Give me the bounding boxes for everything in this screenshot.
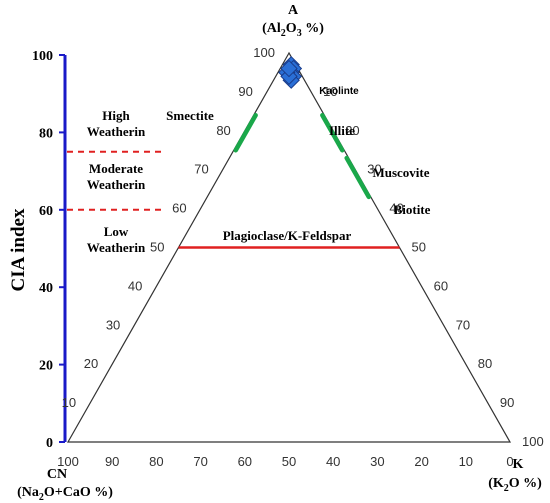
mineral-markers: Plagioclase/K-Feldspar Smectite Illite Musc…	[166, 86, 431, 249]
illite-segment	[320, 112, 345, 153]
bottom-tick-label: 90	[105, 454, 119, 469]
weathering-zone-label: Low Weatherin	[87, 224, 146, 255]
bottom-edge-ticks: 100 90 80 70 60 50 40 30 20 10 0	[57, 454, 513, 469]
weathering-zones: High Weatherin Moderate Weatherin Low Weather…	[67, 108, 162, 255]
right-tick-label: 60	[434, 278, 448, 293]
bottom-tick-label: 20	[414, 454, 428, 469]
sample-points	[278, 55, 303, 89]
bottom-tick-label: 50	[282, 454, 296, 469]
right-tick-label: 80	[478, 356, 492, 371]
apex-a-sublabel: (Al2O3 %)	[262, 21, 324, 39]
bottom-tick-label: 10	[459, 454, 473, 469]
right-edge-ticks: 10 20 30 40 50 60 70 80 90 100	[323, 84, 544, 449]
right-tick-label: 30	[367, 162, 381, 177]
weathering-zone-label: Moderate Weatherin	[87, 161, 146, 192]
cia-tick-label: 60	[39, 204, 53, 219]
left-tick-label: 30	[106, 317, 120, 332]
bottom-tick-label: 70	[193, 454, 207, 469]
apex-k-label: K	[513, 457, 524, 472]
left-tick-label: 70	[194, 162, 208, 177]
left-tick-label: 50	[150, 240, 164, 255]
right-tick-label: 20	[345, 123, 359, 138]
bottom-tick-label: 60	[238, 454, 252, 469]
sample-point	[280, 59, 298, 78]
mineral-label-kaolinite: Kaolinte	[319, 86, 359, 97]
cia-tick-label: 80	[39, 126, 53, 141]
smectite-segment	[233, 112, 258, 153]
mineral-label-feldspar: Plagioclase/K-Feldspar	[223, 228, 352, 243]
apex-k-sublabel: (K2O %)	[488, 476, 542, 494]
right-tick-label: 70	[456, 317, 470, 332]
mineral-label-muscovite: Muscovite	[372, 165, 429, 180]
apex-cn-label: CN	[47, 467, 67, 482]
apex-a-label: A	[288, 3, 299, 18]
right-tick-label: 100	[522, 434, 544, 449]
right-tick-label: 40	[389, 201, 403, 216]
left-tick-label: 20	[84, 356, 98, 371]
cia-axis-title: CIA index	[8, 208, 29, 291]
cia-tick-label: 100	[32, 49, 53, 64]
mineral-label-biotite: Biotite	[394, 202, 431, 217]
right-tick-label: 90	[500, 395, 514, 410]
left-tick-label: 90	[238, 84, 252, 99]
right-tick-label: 10	[323, 84, 337, 99]
left-edge-ticks: 10 20 30 40 50 60 70 80 90 100	[62, 45, 275, 410]
weathering-zone-label: High Weatherin	[87, 108, 146, 139]
cia-tick-label: 20	[39, 359, 53, 374]
left-tick-label: 10	[62, 395, 76, 410]
bottom-tick-label: 30	[370, 454, 384, 469]
mineral-label-illite: Illite	[329, 123, 355, 138]
bottom-tick-label: 40	[326, 454, 340, 469]
bottom-tick-label: 100	[57, 454, 79, 469]
cia-axis: 0 20 40 60 80 100 CIA index	[8, 49, 67, 451]
mineral-label-smectite: Smectite	[166, 108, 214, 123]
left-tick-label: 80	[216, 123, 230, 138]
apex-cn-sublabel: (Na2O+CaO %)	[17, 485, 113, 503]
bottom-tick-label: 80	[149, 454, 163, 469]
muscovite-segment	[344, 155, 372, 200]
bottom-tick-label: 0	[506, 454, 513, 469]
left-tick-label: 40	[128, 278, 142, 293]
left-tick-label: 60	[172, 201, 186, 216]
right-tick-label: 50	[412, 240, 426, 255]
cia-tick-label: 0	[46, 436, 53, 451]
left-tick-label: 100	[253, 45, 275, 60]
cia-tick-label: 40	[39, 281, 53, 296]
